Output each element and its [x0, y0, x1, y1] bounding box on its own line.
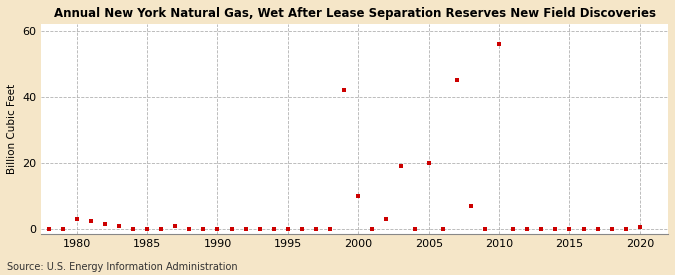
Point [634, 225, 645, 230]
Point [339, 88, 350, 92]
Point [522, 227, 533, 231]
Point [423, 161, 434, 165]
Point [493, 42, 504, 46]
Point [395, 164, 406, 168]
Point [550, 227, 561, 231]
Point [310, 227, 321, 231]
Point [99, 222, 110, 226]
Point [85, 219, 96, 223]
Point [170, 224, 181, 228]
Point [57, 227, 68, 231]
Point [353, 194, 364, 198]
Title: Annual New York Natural Gas, Wet After Lease Separation Reserves New Field Disco: Annual New York Natural Gas, Wet After L… [54, 7, 656, 20]
Point [409, 227, 420, 231]
Point [508, 227, 518, 231]
Point [113, 224, 124, 228]
Point [226, 227, 237, 231]
Point [156, 227, 167, 231]
Point [198, 227, 209, 231]
Point [72, 217, 82, 221]
Y-axis label: Billion Cubic Feet: Billion Cubic Feet [7, 84, 17, 174]
Point [212, 227, 223, 231]
Point [325, 227, 335, 231]
Point [620, 227, 631, 231]
Point [43, 227, 54, 231]
Point [381, 217, 392, 221]
Point [578, 227, 589, 231]
Point [452, 78, 462, 82]
Point [592, 227, 603, 231]
Point [466, 204, 477, 208]
Point [142, 227, 153, 231]
Point [128, 227, 138, 231]
Point [367, 227, 378, 231]
Point [240, 227, 251, 231]
Point [480, 227, 491, 231]
Point [184, 227, 194, 231]
Point [536, 227, 547, 231]
Point [564, 227, 575, 231]
Point [437, 227, 448, 231]
Point [296, 227, 307, 231]
Text: Source: U.S. Energy Information Administration: Source: U.S. Energy Information Administ… [7, 262, 238, 272]
Point [254, 227, 265, 231]
Point [283, 227, 294, 231]
Point [606, 227, 617, 231]
Point [269, 227, 279, 231]
